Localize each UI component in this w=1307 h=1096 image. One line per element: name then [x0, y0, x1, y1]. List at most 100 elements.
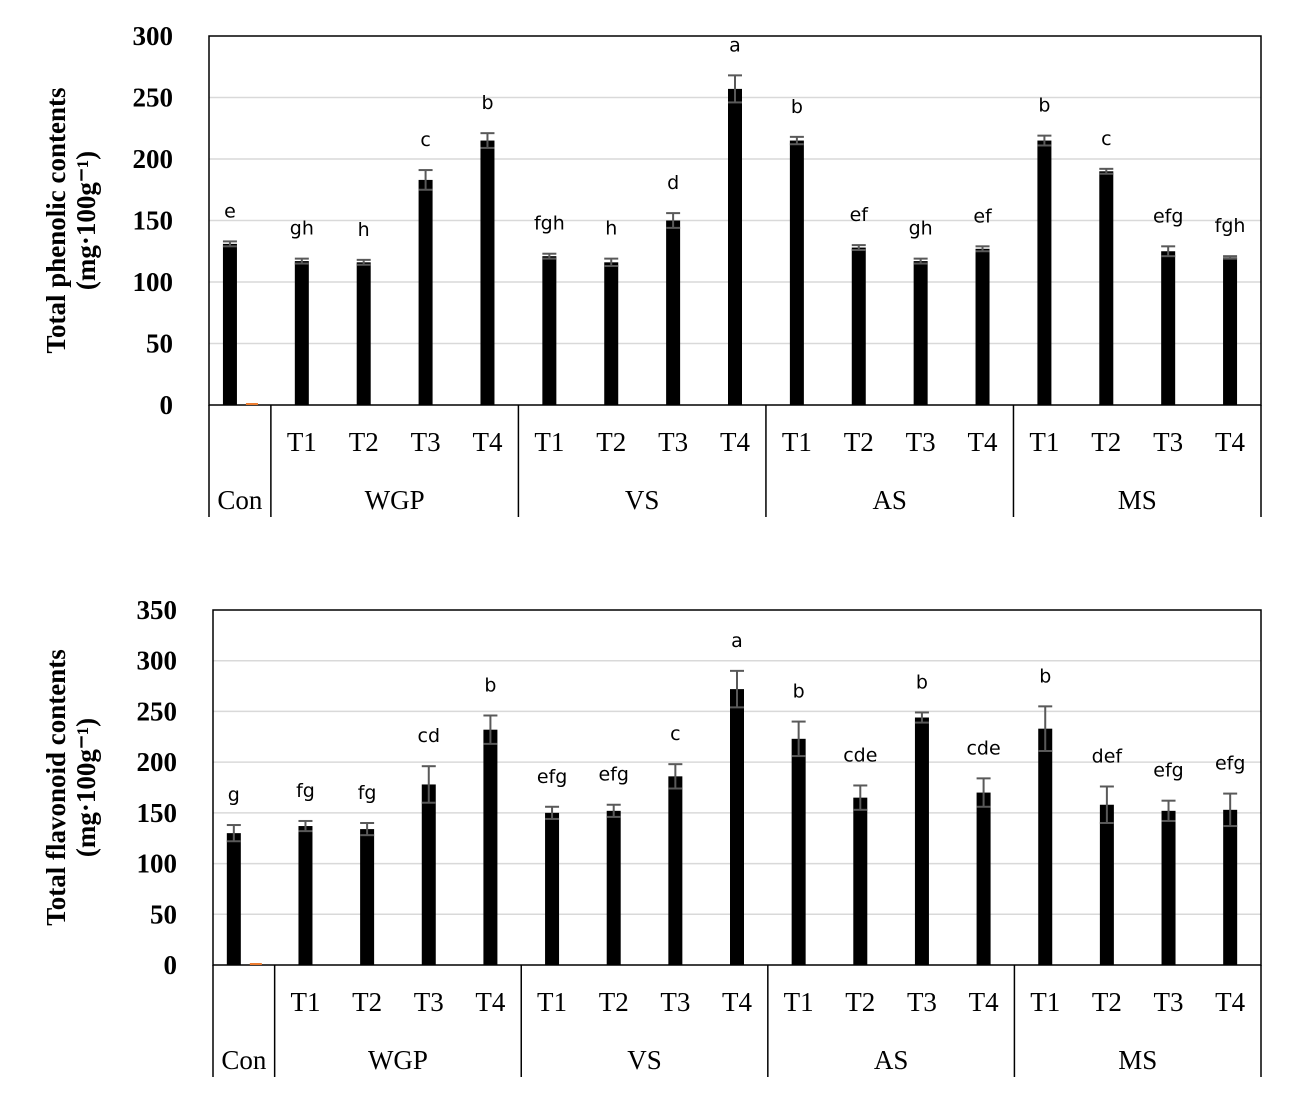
bar [1161, 251, 1176, 405]
y-tick-label: 100 [137, 849, 178, 879]
category-label: T3 [414, 987, 444, 1017]
group-label: VS [625, 485, 660, 515]
significance-letter: efg [1153, 205, 1183, 227]
bar [851, 247, 866, 405]
category-label: T1 [287, 427, 317, 457]
category-label: T4 [722, 987, 752, 1017]
y-axis-unit: (mg·100g⁻¹) [71, 718, 101, 857]
significance-letter: fg [358, 782, 377, 804]
error-bar [976, 777, 991, 808]
y-axis-unit: (mg·100g⁻¹) [71, 151, 101, 290]
group-label: MS [1118, 485, 1157, 515]
error-bar [730, 669, 744, 709]
y-tick-label: 350 [137, 595, 178, 625]
group-label: Con [221, 1045, 267, 1075]
significance-letter: gh [909, 218, 933, 240]
significance-letter: c [670, 723, 680, 745]
error-bar [483, 714, 498, 745]
group-label: Con [217, 485, 263, 515]
error-bar [294, 257, 309, 265]
significance-letter: h [358, 219, 370, 241]
y-tick-label: 250 [137, 696, 178, 726]
significance-letter: efg [1215, 753, 1245, 775]
bar [418, 179, 433, 405]
error-bar [668, 763, 683, 790]
group-label: WGP [368, 1045, 428, 1075]
bar [226, 833, 241, 965]
bar [853, 797, 868, 965]
error-bar [789, 135, 804, 146]
category-label: T2 [1092, 987, 1122, 1017]
significance-letter: cd [418, 725, 441, 747]
bar [545, 812, 560, 965]
group-label: AS [872, 485, 907, 515]
error-bar [1099, 167, 1114, 175]
bar [976, 792, 991, 965]
flavonoid-chart: 0 50 100 150 200 250 300 350 Total flavonoid con… [41, 595, 1262, 1077]
significance-letter: fg [296, 780, 315, 802]
y-tick-label: 150 [133, 206, 174, 236]
error-bar [851, 244, 866, 252]
category-label: T3 [411, 427, 441, 457]
category-label: T1 [534, 427, 564, 457]
error-bar [360, 822, 375, 837]
error-bar [1037, 134, 1052, 147]
category-label: T2 [844, 427, 874, 457]
bar [666, 220, 681, 405]
category-label: T1 [1029, 427, 1059, 457]
bar [1099, 804, 1114, 965]
category-label: T2 [599, 987, 629, 1017]
significance-letter: cde [966, 737, 1000, 759]
bar [604, 262, 619, 405]
category-label: T2 [349, 427, 379, 457]
error-bar [421, 765, 436, 804]
error-bar [542, 252, 557, 260]
error-bar [222, 240, 237, 248]
error-bar [418, 169, 433, 191]
y-tick-label: 200 [137, 747, 178, 777]
category-label: T1 [537, 987, 567, 1017]
error-bar [728, 74, 742, 104]
significance-letter: efg [598, 764, 628, 786]
category-label: T1 [290, 987, 320, 1017]
error-bar [1099, 785, 1114, 824]
group-label: AS [874, 1045, 909, 1075]
bar [668, 776, 683, 965]
bar [728, 88, 742, 405]
error-bar [545, 805, 560, 820]
category-label: T4 [968, 427, 998, 457]
category-label: T3 [660, 987, 690, 1017]
significance-letter: fgh [1215, 215, 1246, 237]
category-label: T3 [658, 427, 688, 457]
category-label: T2 [596, 427, 626, 457]
error-bar [914, 711, 929, 724]
bar [730, 689, 744, 965]
significance-letter: a [731, 630, 743, 652]
category-label: T4 [1215, 987, 1245, 1017]
bar [360, 829, 375, 965]
error-bar [606, 803, 621, 818]
category-label: T1 [784, 987, 814, 1017]
group-label: VS [627, 1045, 662, 1075]
group-label: MS [1118, 1045, 1157, 1075]
significance-letter: b [916, 671, 928, 693]
y-axis-title: Total phenolic contents [41, 87, 71, 353]
bar [791, 738, 806, 965]
category-label: T3 [1154, 987, 1184, 1017]
significance-letter: c [1101, 128, 1111, 150]
error-bar [853, 784, 868, 811]
category-label: T4 [720, 427, 750, 457]
category-label: T4 [472, 427, 502, 457]
category-label: T4 [475, 987, 505, 1017]
bar [421, 784, 436, 965]
error-bar [1223, 255, 1238, 260]
error-bar [1161, 245, 1176, 258]
significance-letter: d [667, 172, 679, 194]
significance-letter: efg [1153, 760, 1183, 782]
significance-letter: c [420, 129, 430, 151]
bar [1037, 140, 1052, 406]
phenolic-chart: 0 50 100 150 200 250 300 Total phenolic content… [41, 21, 1262, 517]
error-bar [1223, 792, 1238, 828]
y-tick-label: 50 [146, 329, 173, 359]
y-tick-label: 100 [133, 267, 174, 297]
